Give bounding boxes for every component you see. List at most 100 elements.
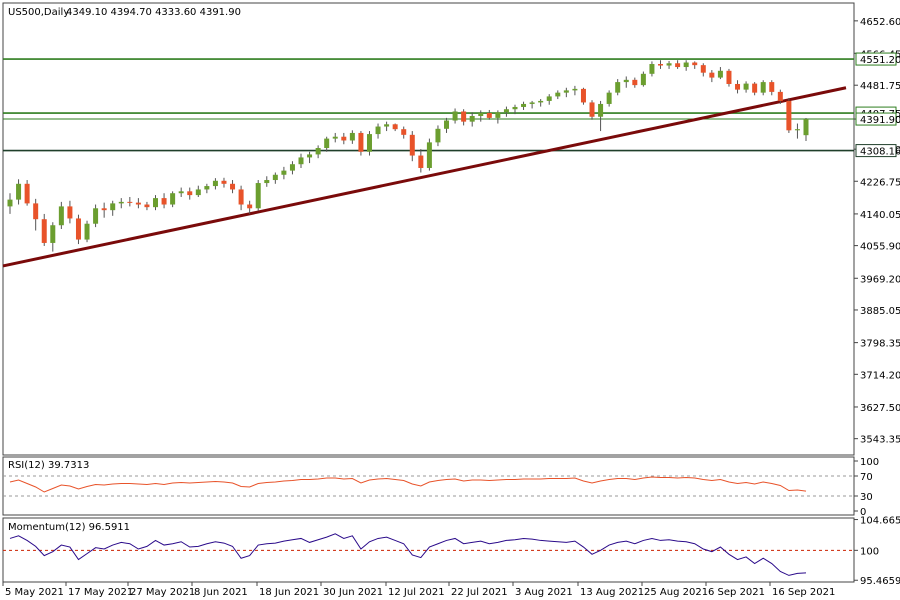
level-price-label: 4551.20 xyxy=(860,55,900,66)
momentum-line xyxy=(9,533,807,576)
candle-body xyxy=(307,154,313,158)
candle-body xyxy=(546,96,552,101)
candle-body xyxy=(735,83,741,90)
rsi-tick-label: 70 xyxy=(860,472,873,483)
candle-body xyxy=(726,70,732,84)
candle-body xyxy=(247,204,253,209)
candle xyxy=(230,180,236,194)
candle xyxy=(110,200,116,216)
candle xyxy=(298,153,304,168)
candle-body xyxy=(161,198,167,205)
candle-body xyxy=(444,120,450,129)
candle xyxy=(187,187,193,200)
candle-body xyxy=(760,82,766,93)
level-price-tag xyxy=(855,112,897,126)
candle-body xyxy=(409,134,415,156)
candle xyxy=(272,172,278,184)
candle xyxy=(238,185,244,211)
candle-body xyxy=(384,124,390,127)
candle xyxy=(84,220,90,243)
candle xyxy=(435,125,441,147)
candle xyxy=(349,130,355,144)
level-price-label: 4391.90 xyxy=(860,115,900,126)
candle xyxy=(264,176,270,187)
price-tick-label: 3798.35 xyxy=(860,339,900,350)
candle xyxy=(401,126,407,139)
candle-body xyxy=(264,180,270,184)
candle-body xyxy=(204,186,210,190)
price-plot xyxy=(2,58,854,268)
trendline xyxy=(2,86,847,268)
time-tick-label: 16 Sep 2021 xyxy=(772,587,835,598)
candle xyxy=(469,112,475,127)
candle xyxy=(307,151,313,164)
candle-body xyxy=(324,138,330,149)
price-panel-frame xyxy=(2,2,855,456)
candle xyxy=(212,178,218,190)
candle xyxy=(135,198,141,209)
candle-body xyxy=(298,157,304,165)
candle xyxy=(255,180,261,211)
candle-body xyxy=(7,199,13,207)
candle-body xyxy=(717,70,723,78)
candle xyxy=(717,67,723,80)
candle xyxy=(752,82,758,96)
rsi-indicator-label: RSI(12) 39.7313 xyxy=(8,460,89,471)
time-tick-label: 12 Jul 2021 xyxy=(388,587,445,598)
candle-body xyxy=(623,79,629,83)
rsi-tick-label: 30 xyxy=(860,492,873,503)
candle-body xyxy=(135,202,141,205)
candle xyxy=(529,100,535,109)
candle xyxy=(692,61,698,69)
candle-body xyxy=(675,63,681,68)
candle xyxy=(426,138,432,171)
candle xyxy=(572,85,578,96)
candle-body xyxy=(794,129,800,131)
candle xyxy=(598,100,604,132)
candle xyxy=(170,191,176,208)
candle-body xyxy=(366,134,372,152)
candle-body xyxy=(709,72,715,78)
candle-body xyxy=(118,201,124,204)
level-price-tag xyxy=(855,52,897,66)
momentum-plot xyxy=(3,533,854,576)
rsi-axis: 100 70 30 0 xyxy=(854,457,879,518)
candle xyxy=(700,63,706,77)
candle-body xyxy=(478,112,484,116)
momentum-tick-label: 95.4659 xyxy=(860,576,900,587)
candle xyxy=(478,110,484,122)
candle-body xyxy=(178,191,184,194)
candle-body xyxy=(341,136,347,141)
momentum-tick-label: 100 xyxy=(860,546,879,557)
candle-body xyxy=(170,193,176,205)
candle-body xyxy=(349,132,355,141)
candle xyxy=(118,198,124,209)
candle xyxy=(67,200,73,224)
candle xyxy=(50,222,56,252)
candle xyxy=(461,109,467,126)
time-tick-label: 13 Aug 2021 xyxy=(580,587,644,598)
candle-body xyxy=(666,63,672,66)
candle-body xyxy=(769,82,775,92)
candle-body xyxy=(752,83,758,93)
candle xyxy=(101,202,107,218)
candle-body xyxy=(649,64,655,74)
candle-body xyxy=(110,203,116,211)
candle xyxy=(683,60,689,71)
candle xyxy=(777,89,783,104)
candle xyxy=(33,198,39,231)
candle-body xyxy=(700,65,706,73)
price-axis: 4652.604566.454481.754391.904311.904226.… xyxy=(854,17,900,446)
candle-body xyxy=(521,103,527,107)
candle xyxy=(127,196,133,207)
time-tick-label: 18 Jun 2021 xyxy=(259,587,319,598)
candle-body xyxy=(580,88,586,103)
candle-body xyxy=(358,132,364,152)
candle-body xyxy=(153,198,159,208)
candle-body xyxy=(777,91,783,101)
candle-body xyxy=(512,106,518,110)
candle-body xyxy=(683,62,689,68)
candle-body xyxy=(786,100,792,131)
candle xyxy=(675,60,681,69)
